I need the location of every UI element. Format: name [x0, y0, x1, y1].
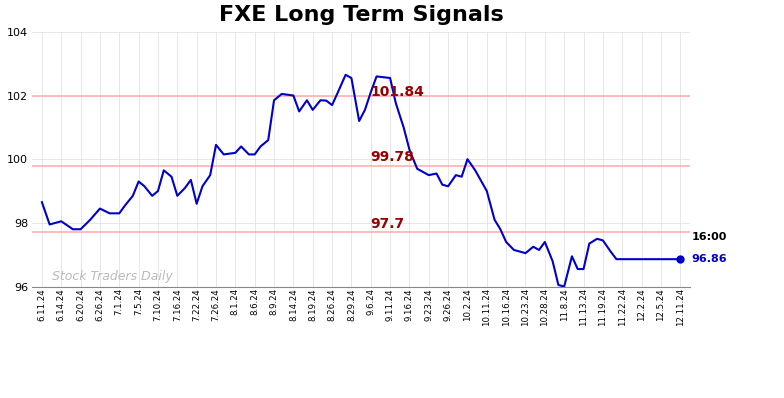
Text: 99.78: 99.78	[371, 150, 415, 164]
Title: FXE Long Term Signals: FXE Long Term Signals	[219, 5, 503, 25]
Text: 97.7: 97.7	[371, 217, 405, 230]
Text: Stock Traders Daily: Stock Traders Daily	[52, 270, 172, 283]
Text: 101.84: 101.84	[371, 85, 425, 99]
Text: 96.86: 96.86	[691, 254, 728, 264]
Text: 16:00: 16:00	[691, 232, 728, 242]
